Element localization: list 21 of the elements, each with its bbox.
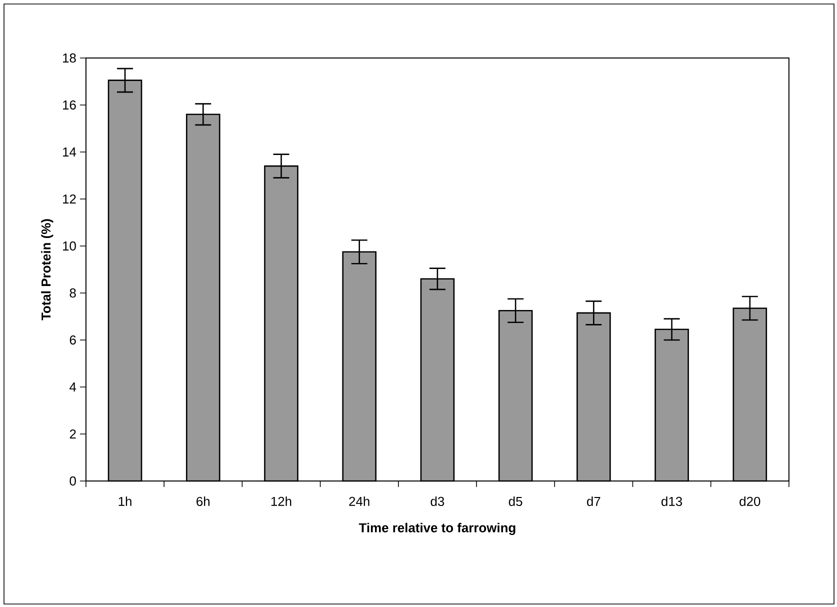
y-tick-label: 0 — [70, 476, 76, 486]
x-tick-label: d13 — [662, 496, 682, 506]
x-tick-label: d3 — [430, 496, 444, 506]
x-tick-label: 1h — [118, 496, 132, 506]
y-tick-label: 18 — [63, 53, 76, 63]
y-tick-label: 2 — [70, 429, 76, 439]
x-tick-label: 6h — [196, 496, 210, 506]
y-axis-title: Total Protein (%) — [41, 219, 54, 320]
y-tick-label: 4 — [70, 382, 76, 392]
y-tick-label: 14 — [63, 148, 76, 156]
y-tick-label: 10 — [63, 241, 76, 251]
x-tick-label: d5 — [508, 496, 522, 506]
x-tick-label: 12h — [271, 496, 292, 506]
y-tick-label: 16 — [63, 100, 76, 110]
y-tick-label: 12 — [63, 194, 76, 204]
x-tick-label: d7 — [587, 496, 600, 506]
y-tick-label: 8 — [70, 288, 76, 298]
y-tick-label: 6 — [70, 335, 76, 345]
x-tick-label: d20 — [740, 496, 760, 506]
x-tick-label: 24h — [349, 496, 370, 506]
x-axis-title: Time relative to farrowing — [358, 522, 516, 535]
